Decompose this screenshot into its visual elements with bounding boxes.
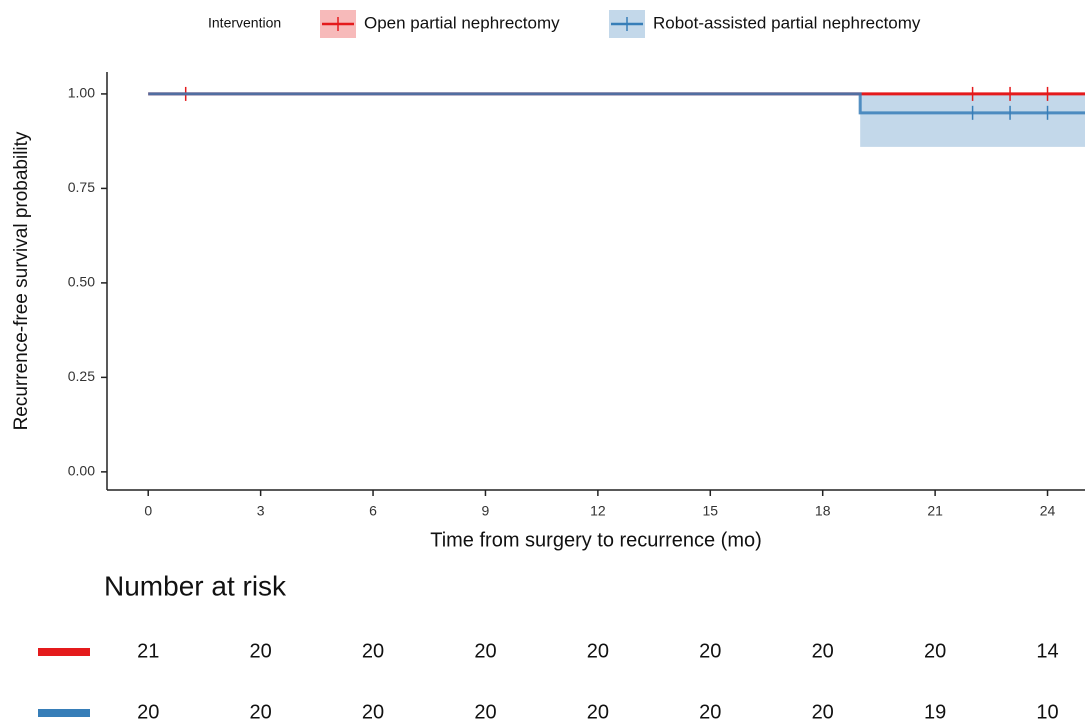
x-tick-label: 9 — [482, 503, 490, 519]
risk-count: 20 — [474, 640, 496, 662]
x-tick-label: 24 — [1040, 503, 1056, 519]
x-tick-label: 0 — [144, 503, 152, 519]
risk-count: 20 — [362, 701, 384, 723]
x-tick-label: 3 — [257, 503, 265, 519]
x-tick-label: 6 — [369, 503, 377, 519]
x-axis-label: Time from surgery to recurrence (mo) — [430, 529, 762, 551]
y-tick-label: 0.00 — [68, 463, 95, 479]
risk-count: 20 — [250, 701, 272, 723]
legend-label: Open partial nephrectomy — [364, 13, 560, 32]
risk-count: 20 — [587, 701, 609, 723]
risk-count: 14 — [1036, 640, 1058, 662]
risk-count: 20 — [137, 701, 159, 723]
risk-count: 20 — [924, 640, 946, 662]
x-tick-label: 12 — [590, 503, 606, 519]
legend-title: Intervention — [208, 15, 281, 31]
y-tick-label: 1.00 — [68, 85, 95, 101]
x-tick-label: 18 — [815, 503, 831, 519]
risk-table-title: Number at risk — [104, 570, 287, 601]
risk-row-key — [38, 648, 90, 656]
risk-row-key — [38, 709, 90, 717]
risk-count: 20 — [474, 701, 496, 723]
risk-count: 21 — [137, 640, 159, 662]
y-tick-label: 0.50 — [68, 274, 95, 290]
risk-count: 20 — [250, 640, 272, 662]
x-tick-label: 15 — [702, 503, 718, 519]
risk-count: 20 — [362, 640, 384, 662]
legend-label: Robot-assisted partial nephrectomy — [653, 13, 921, 32]
y-tick-label: 0.75 — [68, 179, 95, 195]
risk-count: 20 — [812, 640, 834, 662]
risk-count: 19 — [924, 701, 946, 723]
risk-count: 20 — [699, 701, 721, 723]
x-tick-label: 21 — [927, 503, 943, 519]
risk-count: 10 — [1036, 701, 1058, 723]
y-tick-label: 0.25 — [68, 368, 95, 384]
risk-count: 20 — [699, 640, 721, 662]
risk-count: 20 — [587, 640, 609, 662]
confidence-band — [148, 93, 1085, 147]
y-axis-label: Recurrence-free survival probability — [11, 131, 32, 430]
risk-count: 20 — [812, 701, 834, 723]
